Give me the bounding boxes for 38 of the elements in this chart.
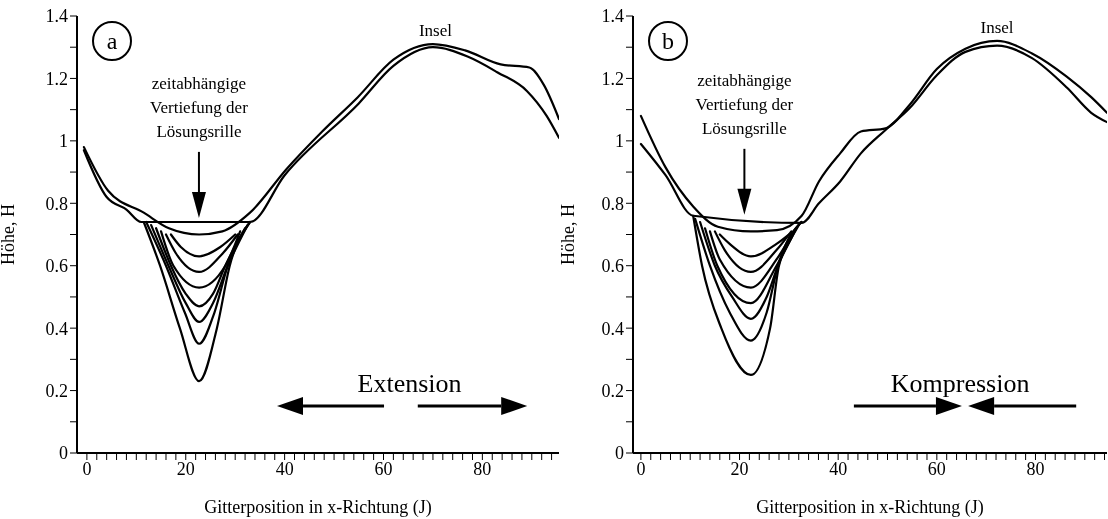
- y-tick-label: 0.4: [601, 318, 624, 339]
- annotation: a: [106, 28, 118, 54]
- x-tick-label: 0: [82, 458, 92, 479]
- y-tick-label: 1.4: [45, 6, 68, 27]
- annotation: Kompression: [890, 369, 1030, 398]
- y-tick-label: 0: [615, 443, 624, 464]
- x-tick-label: 0: [636, 458, 646, 479]
- x-tick-label: 60: [374, 458, 393, 479]
- annotation: zeitabhängige Vertiefung der Lösungsrille: [695, 70, 794, 138]
- y-tick-label: 0.4: [45, 318, 68, 339]
- y-tick-label: 0.6: [45, 256, 68, 277]
- y-tick-label: 0.8: [45, 193, 68, 214]
- annotation: zeitabhängige Vertiefung der Lösungsrille: [150, 73, 249, 141]
- annotation: Insel: [418, 21, 453, 41]
- y-tick-label: 0.8: [601, 193, 624, 214]
- y-tick-label: 0.2: [601, 380, 624, 401]
- y-tick-label: 1: [59, 131, 68, 152]
- y-tick-label: 0.6: [601, 256, 624, 277]
- y-tick-label: 1: [615, 131, 624, 152]
- y-axis-title: Höhe, H: [0, 204, 19, 265]
- y-tick-label: 0: [59, 443, 68, 464]
- y-tick-label: 1.4: [601, 6, 624, 27]
- x-tick-label: 20: [730, 458, 749, 479]
- x-tick-label: 80: [473, 458, 492, 479]
- y-tick-label: 1.2: [45, 68, 68, 89]
- x-axis-title: Gitterposition in x-Richtung (J): [756, 497, 984, 518]
- annotation: b: [662, 28, 674, 54]
- x-tick-label: 40: [275, 458, 294, 479]
- y-axis-title: Höhe, H: [558, 204, 579, 265]
- y-tick-label: 1.2: [601, 68, 624, 89]
- x-tick-label: 40: [829, 458, 848, 479]
- annotation: Extension: [357, 369, 462, 398]
- x-tick-label: 20: [176, 458, 195, 479]
- x-tick-label: 60: [927, 458, 946, 479]
- annotation: Insel: [980, 17, 1014, 37]
- x-axis-title: Gitterposition in x-Richtung (J): [204, 497, 432, 518]
- x-tick-label: 80: [1026, 458, 1045, 479]
- y-tick-label: 0.2: [45, 380, 68, 401]
